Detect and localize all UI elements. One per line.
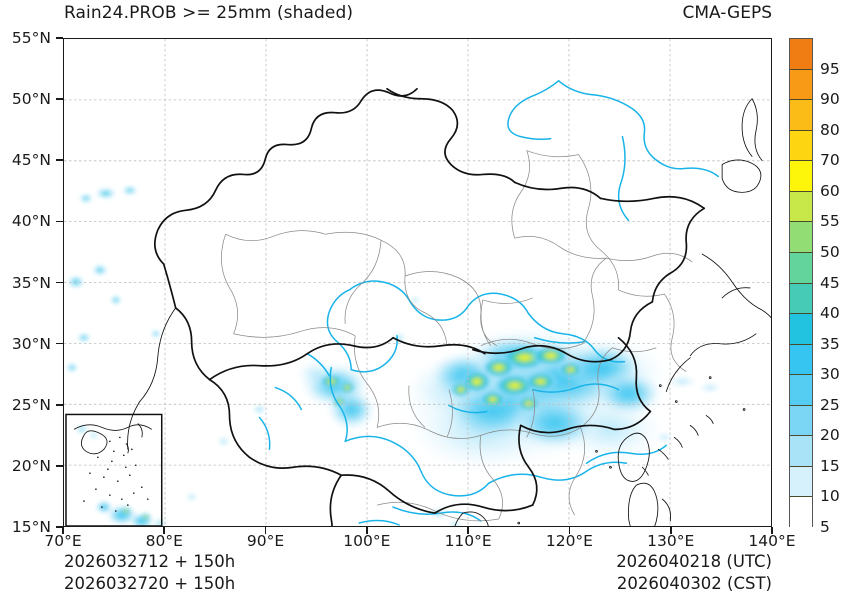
latitude-axis: 55°N 50°N 45°N 40°N 35°N 30°N 25°N 20°N 15°N (0, 0, 63, 610)
page-title: Rain24.PROB >= 25mm (shaded) (64, 3, 354, 23)
longitude-tick-mark (62, 527, 64, 534)
init-time-line-1: 2026032712 + 150h (64, 552, 236, 571)
colorbar-tick-label: 90 (820, 90, 840, 109)
map-plot-area[interactable] (63, 38, 772, 527)
model-label: CMA-GEPS (682, 3, 772, 23)
colorbar-tick-label: 10 (820, 487, 840, 506)
colorbar-tick-label: 5 (820, 518, 830, 536)
colorbar-band (790, 283, 812, 315)
latitude-tick-label: 55°N (11, 29, 51, 47)
init-time-line-2: 2026032720 + 150h (64, 574, 236, 593)
colorbar-band (790, 375, 812, 406)
colorbar-band (790, 314, 812, 345)
colorbar-tick-label: 80 (820, 120, 840, 139)
map-layers (64, 39, 771, 526)
latitude-tick-mark (56, 342, 63, 345)
colorbar-tick-label: 40 (820, 304, 840, 323)
longitude-tick-mark (568, 527, 571, 534)
latitude-tick-label: 25°N (11, 395, 51, 414)
colorbar-band (790, 497, 812, 528)
national-border-coastline-layer (127, 87, 771, 526)
latitude-tick-mark (56, 98, 63, 100)
longitude-tick-label: 80°E (145, 532, 183, 550)
latitude-tick-mark (56, 281, 63, 284)
latitude-tick-mark (56, 526, 63, 528)
latitude-tick-label: 40°N (11, 212, 51, 231)
longitude-tick-label: 100°E (343, 532, 391, 550)
latitude-tick-mark (56, 159, 63, 162)
graticule-gridlines (64, 39, 771, 526)
longitude-tick-mark (669, 527, 672, 534)
colorbar-tick-label: 55 (820, 212, 840, 231)
longitude-tick-label: 140°E (748, 532, 796, 550)
colorbar[interactable] (789, 38, 813, 528)
longitude-tick-mark (467, 527, 469, 534)
latitude-tick-mark (56, 403, 63, 406)
province-boundary-layer (221, 150, 693, 522)
latitude-tick-label: 35°N (11, 273, 51, 292)
latitude-tick-label: 50°N (11, 90, 51, 109)
latitude-tick-label: 45°N (11, 151, 51, 170)
colorbar-tick-label: 70 (820, 151, 840, 170)
longitude-tick-label: 70°E (44, 532, 82, 550)
colorbar-tick-label: 30 (820, 365, 840, 384)
longitude-tick-mark (771, 527, 773, 534)
colorbar-tick-label: 35 (820, 334, 840, 353)
colorbar-band (790, 69, 812, 101)
longitude-tick-mark (264, 527, 267, 534)
colorbar-band (790, 252, 812, 284)
latitude-tick-mark (56, 37, 63, 39)
colorbar-band (790, 436, 812, 467)
colorbar-band (790, 466, 812, 498)
longitude-tick-label: 130°E (647, 532, 695, 550)
colorbar-tick-label: 95 (820, 59, 840, 78)
colorbar-band (790, 39, 812, 70)
latitude-tick-label: 15°N (11, 518, 51, 536)
latitude-tick-mark (56, 465, 63, 467)
latitude-tick-label: 20°N (11, 456, 51, 475)
colorbar-band (790, 344, 812, 376)
colorbar-band (790, 130, 812, 162)
colorbar-band (790, 405, 812, 437)
longitude-tick-label: 90°E (246, 532, 285, 550)
colorbar-tick-label: 20 (820, 426, 840, 445)
colorbar-tick-label: 25 (820, 395, 840, 414)
colorbar-tick-label: 45 (820, 273, 840, 292)
longitude-tick-label: 110°E (444, 532, 492, 550)
longitude-tick-mark (163, 527, 166, 534)
colorbar-tick-label: 50 (820, 242, 840, 261)
south-china-sea-inset (65, 413, 163, 526)
latitude-tick-mark (56, 220, 63, 223)
colorbar-tick-label: 60 (820, 181, 840, 200)
colorbar-tick-label: 15 (820, 456, 840, 475)
valid-time-cst: 2026040302 (CST) (616, 574, 772, 593)
valid-time-utc: 2026040218 (UTC) (616, 552, 772, 571)
colorbar-band (790, 100, 812, 131)
colorbar-band (790, 222, 812, 253)
longitude-tick-label: 120°E (545, 532, 593, 550)
latitude-tick-label: 30°N (11, 334, 51, 353)
colorbar-band (790, 191, 812, 223)
colorbar-band (790, 161, 812, 192)
longitude-tick-mark (366, 527, 368, 534)
river-layer (258, 80, 719, 526)
